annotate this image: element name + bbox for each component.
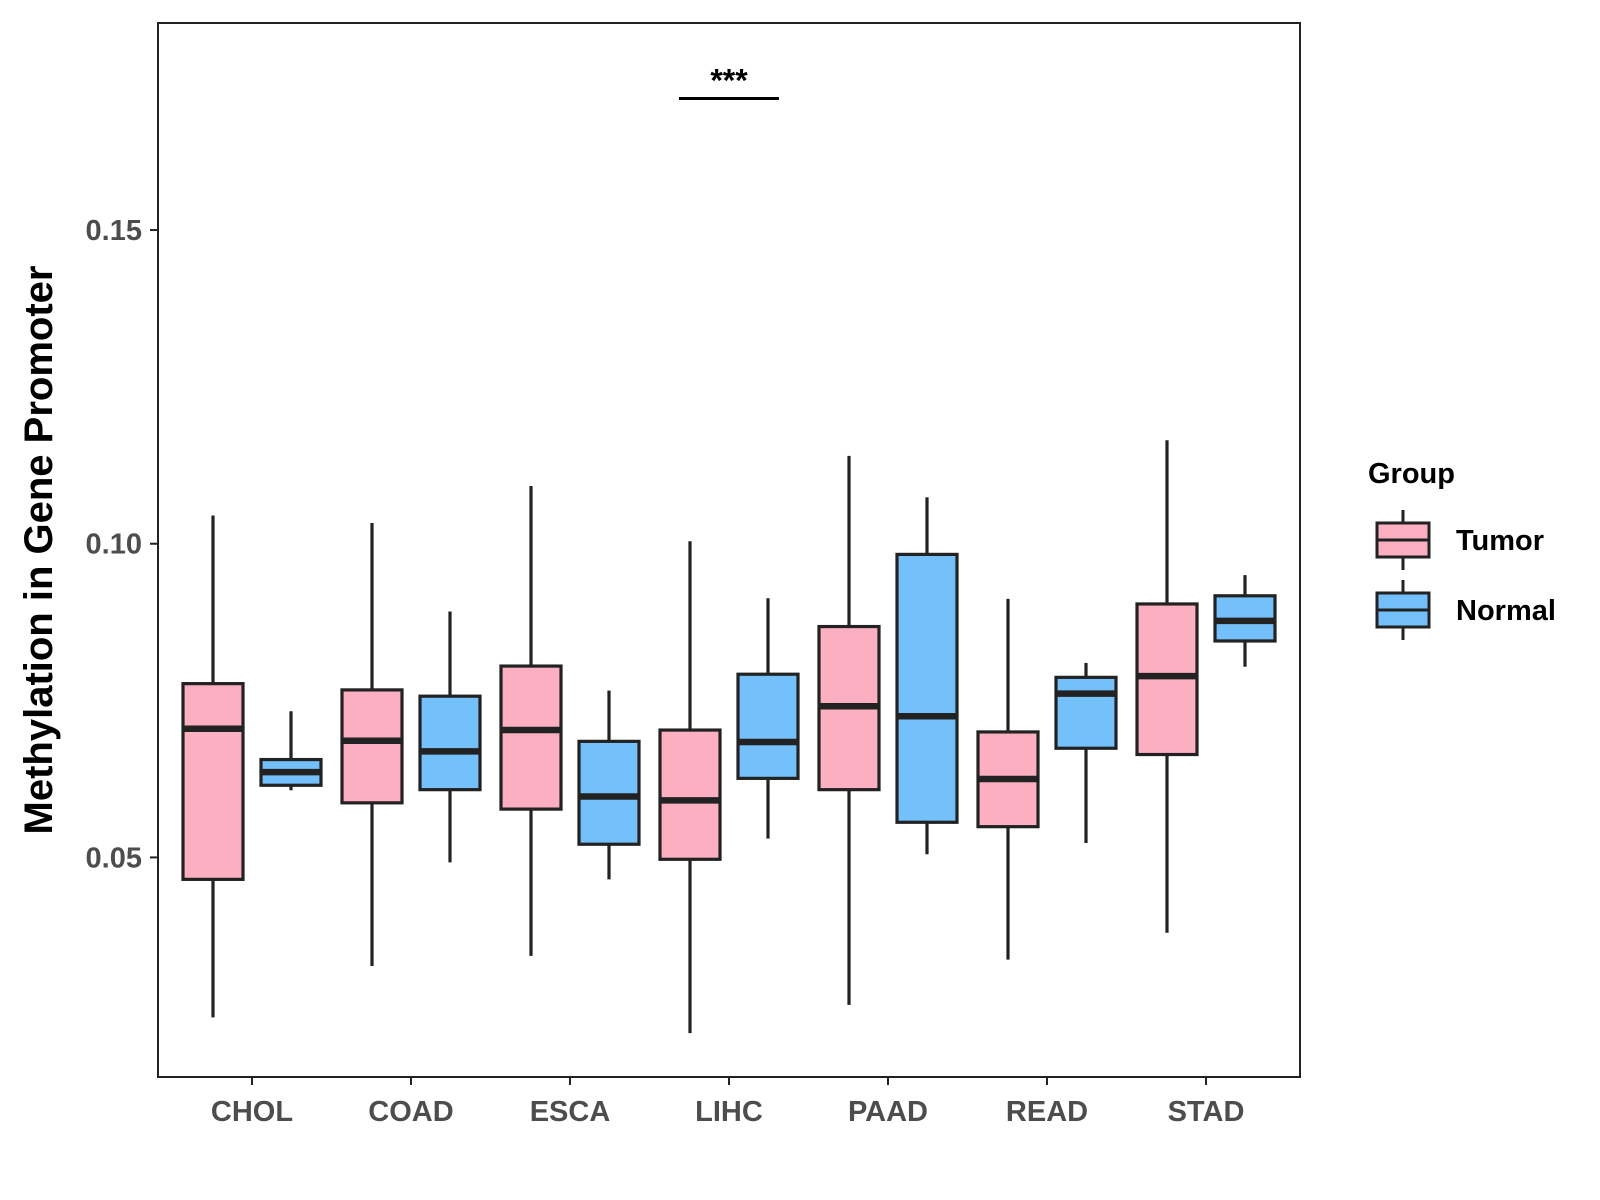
- legend-entry-tumor: Tumor: [1375, 510, 1544, 570]
- x-tick-label-read: READ: [1006, 1096, 1088, 1128]
- legend-label-tumor: Tumor: [1456, 525, 1544, 557]
- box-iqr: [1054, 675, 1118, 750]
- box-tumor-read: [976, 598, 1040, 960]
- box-iqr: [658, 728, 722, 861]
- boxes-layer: [181, 440, 1277, 1034]
- box-tumor-lihc: [658, 541, 722, 1034]
- x-tick-label-esca: ESCA: [530, 1096, 611, 1128]
- box-iqr: [181, 682, 245, 881]
- x-tick-label-chol: CHOL: [211, 1096, 293, 1128]
- legend-entry-normal: Normal: [1375, 580, 1556, 640]
- y-axis-title: Methylation in Gene Promoter: [17, 266, 61, 835]
- significance-label: ***: [710, 62, 748, 98]
- box-iqr: [577, 739, 641, 846]
- legend: Group Tumor Normal: [1368, 458, 1556, 640]
- box-tumor-chol: [181, 515, 245, 1018]
- box-iqr: [499, 664, 563, 811]
- box-normal-esca: [577, 690, 641, 880]
- box-normal-read: [1054, 662, 1118, 843]
- y-axis: 0.05 0.10 0.15: [86, 215, 158, 874]
- y-tick-label: 0.10: [86, 529, 142, 561]
- x-tick-label-lihc: LIHC: [695, 1096, 763, 1128]
- box-tumor-coad: [340, 523, 404, 966]
- box-normal-chol: [259, 711, 323, 791]
- box-tumor-stad: [1135, 440, 1199, 933]
- box-iqr: [418, 694, 482, 792]
- legend-entries: Tumor Normal: [1375, 510, 1556, 640]
- box-iqr: [736, 672, 800, 780]
- box-iqr: [895, 552, 959, 824]
- legend-title: Group: [1368, 458, 1455, 490]
- x-tick-label-paad: PAAD: [848, 1096, 928, 1128]
- box-iqr: [340, 688, 404, 805]
- box-normal-coad: [418, 611, 482, 863]
- x-tick-label-stad: STAD: [1168, 1096, 1245, 1128]
- box-tumor-paad: [817, 455, 881, 1005]
- x-tick-label-coad: COAD: [368, 1096, 453, 1128]
- y-tick-label: 0.15: [86, 215, 142, 247]
- y-tick-label: 0.05: [86, 842, 142, 874]
- box-normal-lihc: [736, 598, 800, 839]
- box-normal-stad: [1213, 575, 1277, 667]
- annotation-layer: ***: [679, 62, 779, 100]
- panel-background: [158, 23, 1300, 1077]
- box-normal-paad: [895, 497, 959, 855]
- legend-label-normal: Normal: [1456, 595, 1556, 627]
- x-axis: CHOL COAD ESCA LIHC PAAD READ STAD: [211, 1077, 1244, 1128]
- box-tumor-esca: [499, 486, 563, 956]
